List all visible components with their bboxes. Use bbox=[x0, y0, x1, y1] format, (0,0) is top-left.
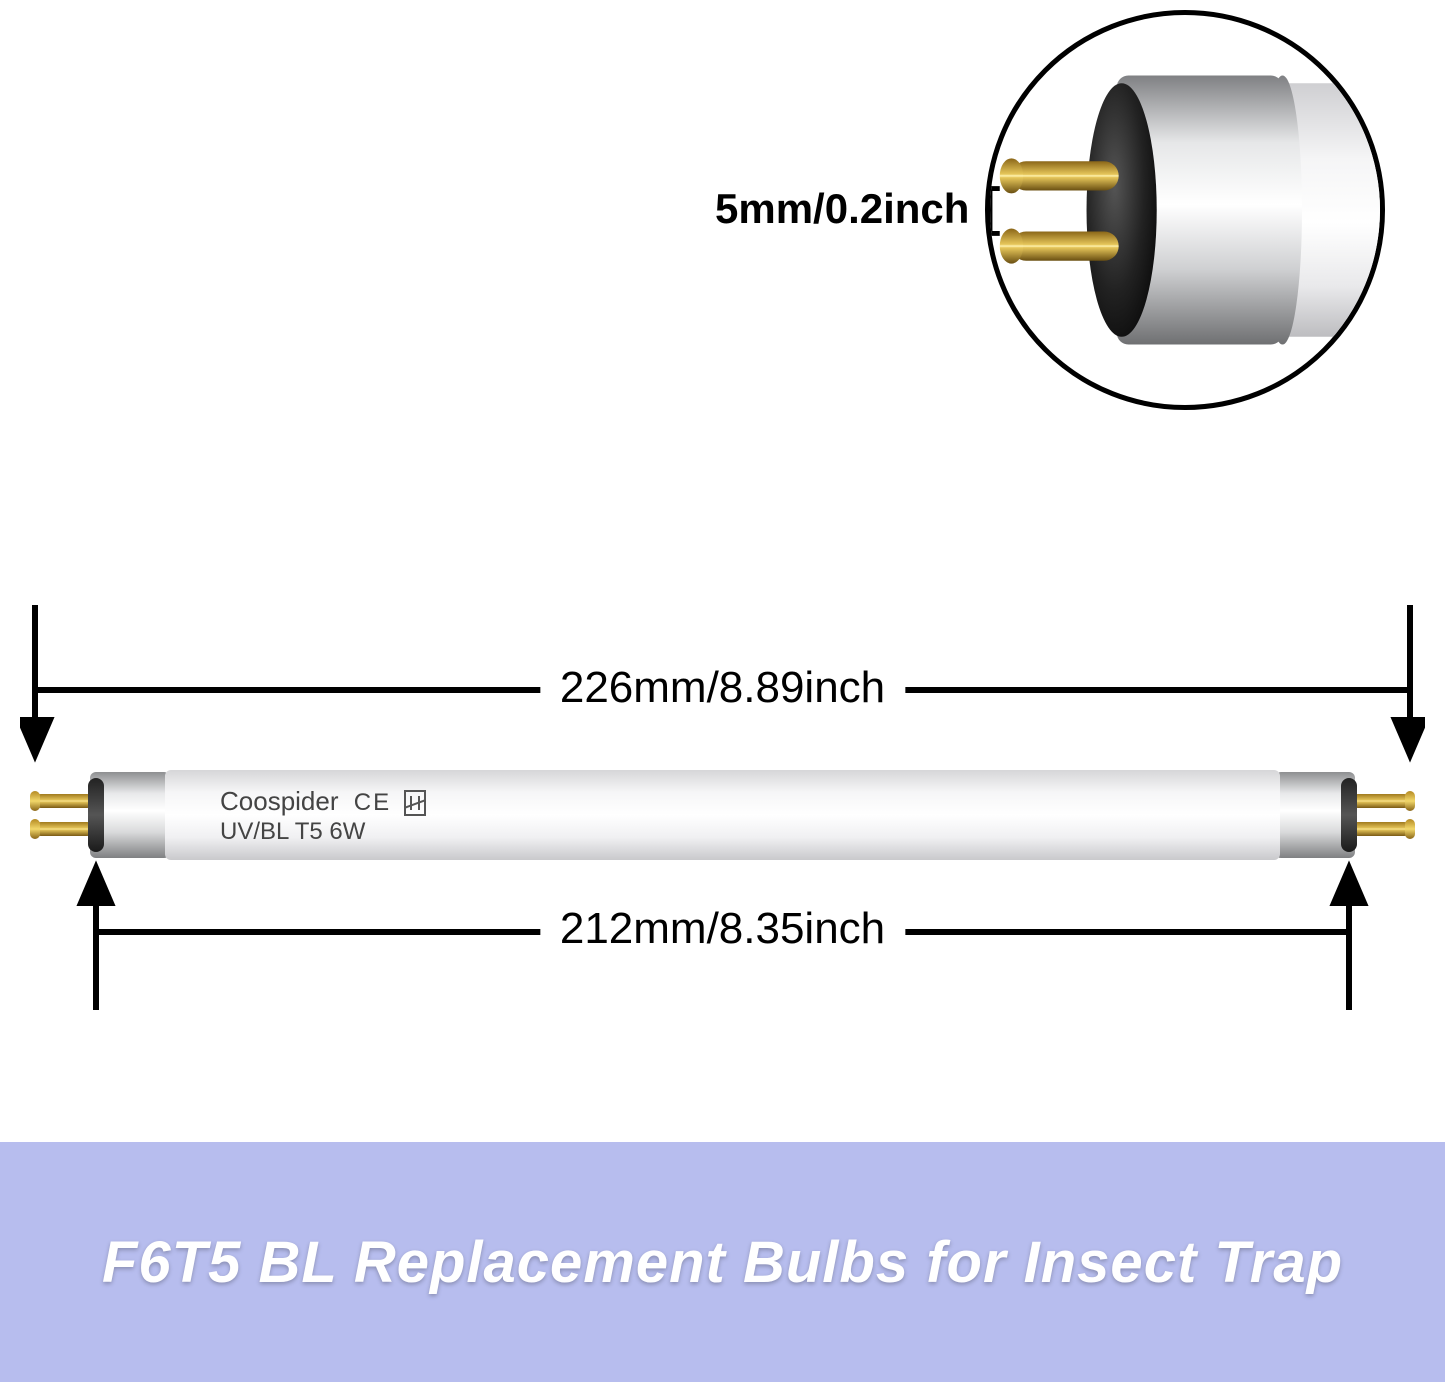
banner-title: F6T5 BL Replacement Bulbs for Insect Tra… bbox=[102, 1229, 1343, 1296]
tube-cap-left bbox=[90, 772, 170, 858]
tube-end-closeup bbox=[990, 15, 1380, 405]
overall-length-label: 226mm/8.89inch bbox=[540, 663, 905, 713]
weee-icon bbox=[404, 790, 426, 816]
tube-dimension-diagram: 226mm/8.89inch 212mm/8.35inch Coospider … bbox=[20, 560, 1425, 1010]
detail-circle bbox=[985, 10, 1385, 410]
pin-right-top bbox=[1351, 794, 1411, 808]
pin-left-top bbox=[34, 794, 94, 808]
tube-cap-right bbox=[1275, 772, 1355, 858]
ce-mark: CE bbox=[354, 789, 391, 816]
pin-detail-callout: 5mm/0.2inch bbox=[685, 10, 1385, 410]
tube-spec: UV/BL T5 6W bbox=[220, 818, 365, 845]
title-banner: F6T5 BL Replacement Bulbs for Insect Tra… bbox=[0, 1142, 1445, 1382]
pin-right-bottom bbox=[1351, 822, 1411, 836]
pin-spacing-label: 5mm/0.2inch bbox=[715, 185, 969, 233]
tube-printed-text: Coospider CE UV/BL T5 6W bbox=[220, 786, 426, 847]
fluorescent-tube: Coospider CE UV/BL T5 6W bbox=[90, 770, 1355, 860]
pin-left-bottom bbox=[34, 822, 94, 836]
tube-brand: Coospider bbox=[220, 786, 339, 816]
body-length-label: 212mm/8.35inch bbox=[540, 904, 905, 954]
